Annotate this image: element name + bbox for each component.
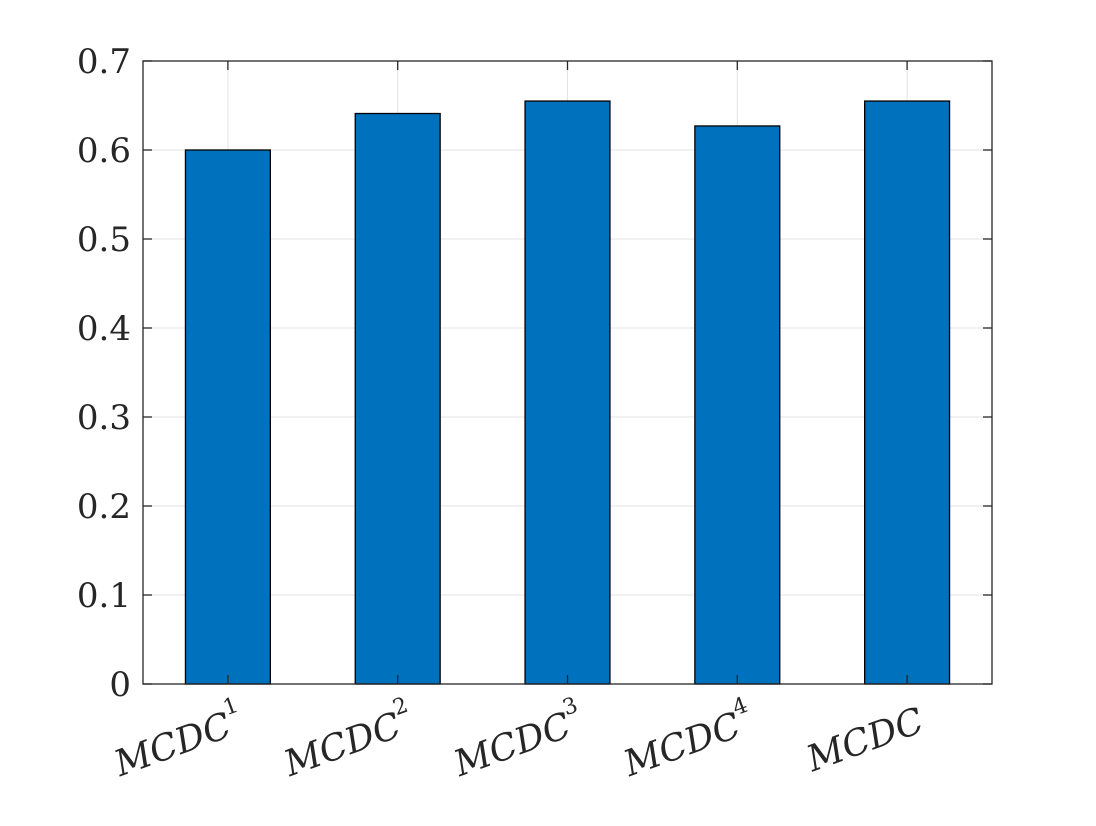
x-tick-label: MCDC3 bbox=[445, 693, 589, 785]
y-tick-label: 0.6 bbox=[77, 131, 131, 171]
axis-layer bbox=[142, 60, 993, 685]
x-tick-label-base: MCDC bbox=[800, 700, 929, 780]
y-tick-label: 0.5 bbox=[77, 220, 131, 260]
x-tick-label-base: MCDC bbox=[448, 705, 577, 785]
y-tick-label: 0.1 bbox=[77, 576, 131, 616]
y-tick-label: 0.7 bbox=[77, 42, 131, 82]
x-tick-label: MCDC bbox=[800, 700, 929, 780]
y-tick-label: 0.2 bbox=[77, 487, 131, 527]
x-tick-label: MCDC2 bbox=[275, 693, 419, 785]
x-tick-label-base: MCDC bbox=[108, 705, 237, 785]
y-tick-label: 0.3 bbox=[77, 398, 131, 438]
bar bbox=[524, 100, 611, 685]
x-tick-label: MCDC4 bbox=[615, 693, 759, 785]
y-tick-label: 0 bbox=[109, 665, 131, 705]
x-tick-label-base: MCDC bbox=[278, 705, 407, 785]
bar-layer bbox=[184, 100, 951, 685]
bar bbox=[864, 100, 951, 685]
bar bbox=[184, 149, 271, 685]
bar bbox=[354, 112, 441, 685]
y-tick-label: 0.4 bbox=[77, 309, 131, 349]
bar bbox=[694, 125, 781, 685]
x-tick-label: MCDC1 bbox=[106, 693, 250, 785]
x-tick-label-base: MCDC bbox=[617, 705, 746, 785]
